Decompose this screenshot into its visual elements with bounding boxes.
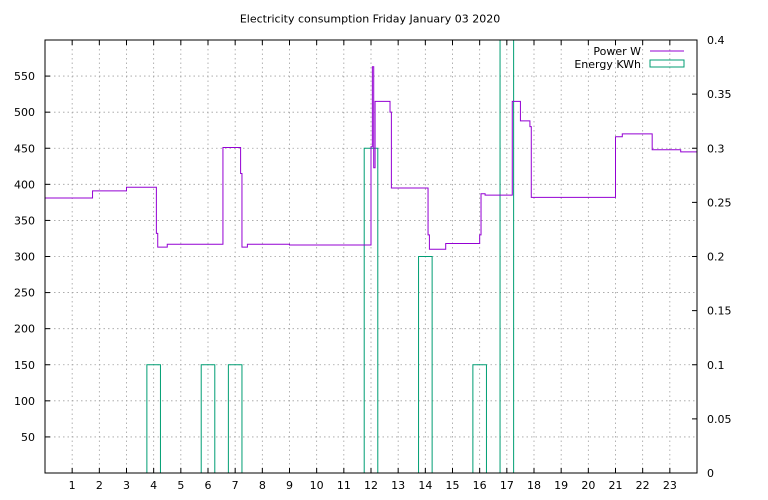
y2-tick-label: 0.1 bbox=[707, 359, 725, 372]
x-tick-label: 14 bbox=[418, 479, 432, 492]
y-tick-label: 500 bbox=[14, 106, 35, 119]
x-tick-label: 1 bbox=[69, 479, 76, 492]
y-tick-label: 300 bbox=[14, 251, 35, 264]
y2-tick-label: 0.2 bbox=[707, 251, 725, 264]
y-tick-label: 400 bbox=[14, 178, 35, 191]
y-tick-label: 100 bbox=[14, 395, 35, 408]
y-tick-label: 450 bbox=[14, 142, 35, 155]
y-tick-label: 350 bbox=[14, 214, 35, 227]
x-tick-label: 2 bbox=[96, 479, 103, 492]
x-tick-label: 8 bbox=[259, 479, 266, 492]
x-tick-label: 19 bbox=[554, 479, 568, 492]
legend: Power W Energy KWh bbox=[574, 45, 685, 71]
x-tick-label: 10 bbox=[310, 479, 324, 492]
x-tick-label: 7 bbox=[232, 479, 239, 492]
x-tick-label: 6 bbox=[205, 479, 212, 492]
y-axis-tick-labels: 50 100 150 200 250 300 350 400 450 500 550 bbox=[14, 70, 35, 444]
power-series bbox=[45, 66, 697, 250]
x-tick-label: 16 bbox=[473, 479, 487, 492]
y2-axis-tick-labels: 0 0.05 0.1 0.15 0.2 0.25 0.3 0.35 0.4 bbox=[707, 34, 732, 480]
x-tick-label: 4 bbox=[150, 479, 157, 492]
x-tick-label: 12 bbox=[364, 479, 378, 492]
x-tick-label: 11 bbox=[337, 479, 351, 492]
x-tick-label: 21 bbox=[609, 479, 623, 492]
x-tick-label: 13 bbox=[391, 479, 405, 492]
y-tick-label: 150 bbox=[14, 359, 35, 372]
x-tick-label: 23 bbox=[663, 479, 677, 492]
y2-tick-label: 0 bbox=[707, 467, 714, 480]
x-tick-label: 17 bbox=[500, 479, 514, 492]
y2-tick-label: 0.3 bbox=[707, 142, 725, 155]
x-tick-label: 3 bbox=[123, 479, 130, 492]
x-axis-tick-labels: 1 2 3 4 5 6 7 8 9 10 11 12 13 14 15 16 17 18 19 20 21 22 23 bbox=[69, 479, 677, 492]
legend-label-power: Power W bbox=[593, 45, 641, 58]
y2-tick-label: 0.35 bbox=[707, 88, 732, 101]
x-tick-label: 9 bbox=[286, 479, 293, 492]
y-tick-label: 250 bbox=[14, 287, 35, 300]
axis-ticks bbox=[45, 39, 697, 474]
x-tick-label: 18 bbox=[527, 479, 541, 492]
y-tick-label: 50 bbox=[21, 431, 35, 444]
y-tick-label: 200 bbox=[14, 323, 35, 336]
y2-tick-label: 0.4 bbox=[707, 34, 725, 47]
y2-tick-label: 0.25 bbox=[707, 196, 732, 209]
x-tick-label: 5 bbox=[177, 479, 184, 492]
legend-swatch-energy bbox=[649, 59, 685, 68]
power-line bbox=[45, 66, 697, 250]
chart-title: Electricity consumption Friday January 0… bbox=[240, 13, 500, 26]
y2-tick-label: 0.05 bbox=[707, 413, 732, 426]
y2-tick-label: 0.15 bbox=[707, 305, 732, 318]
x-tick-label: 22 bbox=[636, 479, 650, 492]
x-tick-label: 20 bbox=[581, 479, 595, 492]
legend-label-energy: Energy KWh bbox=[574, 58, 641, 71]
x-tick-label: 15 bbox=[446, 479, 460, 492]
y-tick-label: 550 bbox=[14, 70, 35, 83]
